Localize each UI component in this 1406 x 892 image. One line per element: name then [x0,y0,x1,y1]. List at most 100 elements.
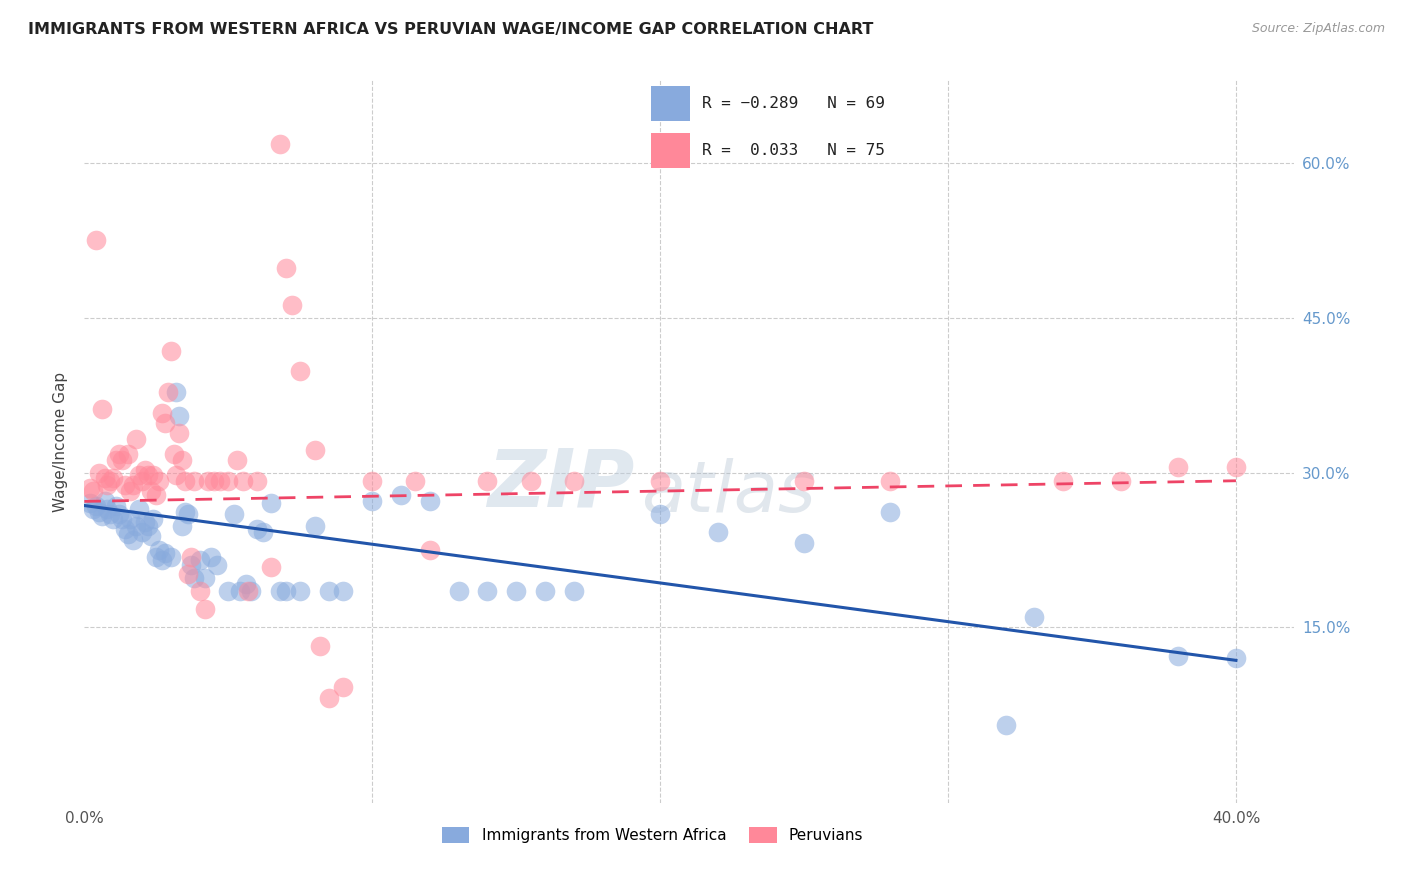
Point [145,488,167,502]
Point [793,474,815,488]
Point [229,584,252,599]
Point [79,496,101,510]
Point [879,474,901,488]
Point [101,512,124,526]
Point [96,501,118,516]
Point [128,467,150,482]
Point [114,478,136,492]
Point [101,471,124,485]
Point [98,507,121,521]
Point [994,718,1017,732]
Point [120,484,142,499]
Point [1167,649,1189,664]
Point [534,584,557,599]
Point [122,478,145,492]
Point [304,519,326,533]
Point [142,512,165,526]
Point [1109,474,1132,488]
Point [134,463,156,477]
Point [318,690,340,705]
Y-axis label: Wage/Income Gap: Wage/Income Gap [53,371,69,512]
Point [235,577,257,591]
Point [84,499,107,513]
Text: atlas: atlas [641,458,815,526]
Point [222,507,245,521]
Point [96,478,118,492]
Point [90,508,112,523]
Point [650,474,672,488]
Point [404,474,426,488]
Point [183,571,205,585]
Point [1052,474,1074,488]
Point [117,527,139,541]
Point [200,550,222,565]
Point [117,447,139,461]
Point [269,584,291,599]
Point [188,553,211,567]
Point [166,467,188,482]
Point [309,639,332,653]
Point [162,447,184,461]
Point [87,505,110,519]
Point [361,474,384,488]
Point [238,584,260,599]
Point [332,680,354,694]
Point [260,496,283,510]
Point [706,525,728,540]
Point [519,474,541,488]
Point [105,453,128,467]
Point [246,474,269,488]
Point [361,494,384,508]
Point [142,467,165,482]
Point [148,474,170,488]
Point [93,494,115,508]
Point [318,584,340,599]
Point [205,558,228,573]
Point [172,453,194,467]
Point [180,550,202,565]
Point [87,466,110,480]
Text: R = −0.289   N = 69: R = −0.289 N = 69 [702,96,884,111]
Point [188,584,211,599]
Point [114,522,136,536]
Point [194,601,217,615]
Point [477,584,499,599]
Point [131,525,153,540]
Point [174,505,197,519]
Point [108,507,131,521]
Point [274,584,297,599]
Point [260,560,283,574]
Point [419,542,441,557]
Point [177,507,200,521]
Point [280,298,302,312]
Point [447,584,470,599]
Point [150,553,173,567]
Point [139,484,162,499]
Point [148,542,170,557]
Point [274,261,297,276]
Point [879,505,901,519]
Point [145,550,167,565]
Point [150,406,173,420]
Point [169,426,191,441]
Point [1225,651,1247,665]
Point [389,488,412,502]
Point [159,343,181,358]
Point [246,522,269,536]
Point [136,467,159,482]
Point [217,584,239,599]
Bar [651,87,690,121]
Point [128,501,150,516]
Point [1024,610,1046,624]
Point [793,535,815,549]
Point [177,566,200,581]
Point [332,584,354,599]
Point [562,474,585,488]
Point [183,474,205,488]
Point [82,501,104,516]
Point [159,550,181,565]
Text: IMMIGRANTS FROM WESTERN AFRICA VS PERUVIAN WAGE/INCOME GAP CORRELATION CHART: IMMIGRANTS FROM WESTERN AFRICA VS PERUVI… [28,22,873,37]
Point [82,484,104,499]
Point [139,529,162,543]
Point [122,533,145,547]
